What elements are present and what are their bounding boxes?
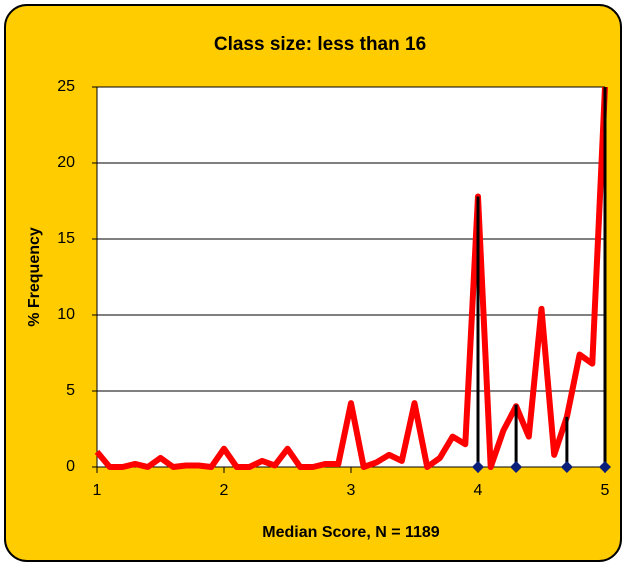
y-tick-label: 25 — [57, 78, 75, 95]
y-tick-label: 5 — [66, 382, 75, 399]
x-tick-label: 2 — [220, 482, 229, 499]
data-line — [94, 86, 608, 470]
marker — [472, 461, 484, 473]
marker — [599, 461, 611, 473]
x-tick-label: 4 — [474, 482, 483, 499]
x-tick-label: 5 — [601, 482, 610, 499]
marker — [560, 461, 573, 473]
y-axis-label: % Frequency — [26, 227, 43, 327]
x-axis-label: Median Score, N = 1189 — [262, 524, 440, 541]
y-tick-label: 20 — [57, 154, 75, 171]
chart-title: Class size: less than 16 — [214, 34, 426, 55]
x-tick-label: 1 — [93, 482, 102, 499]
marker — [510, 461, 523, 473]
y-tick-label: 0 — [66, 458, 75, 475]
y-tick-label: 15 — [57, 230, 75, 247]
x-tick-label: 3 — [347, 482, 356, 499]
y-tick-label: 10 — [57, 306, 75, 323]
